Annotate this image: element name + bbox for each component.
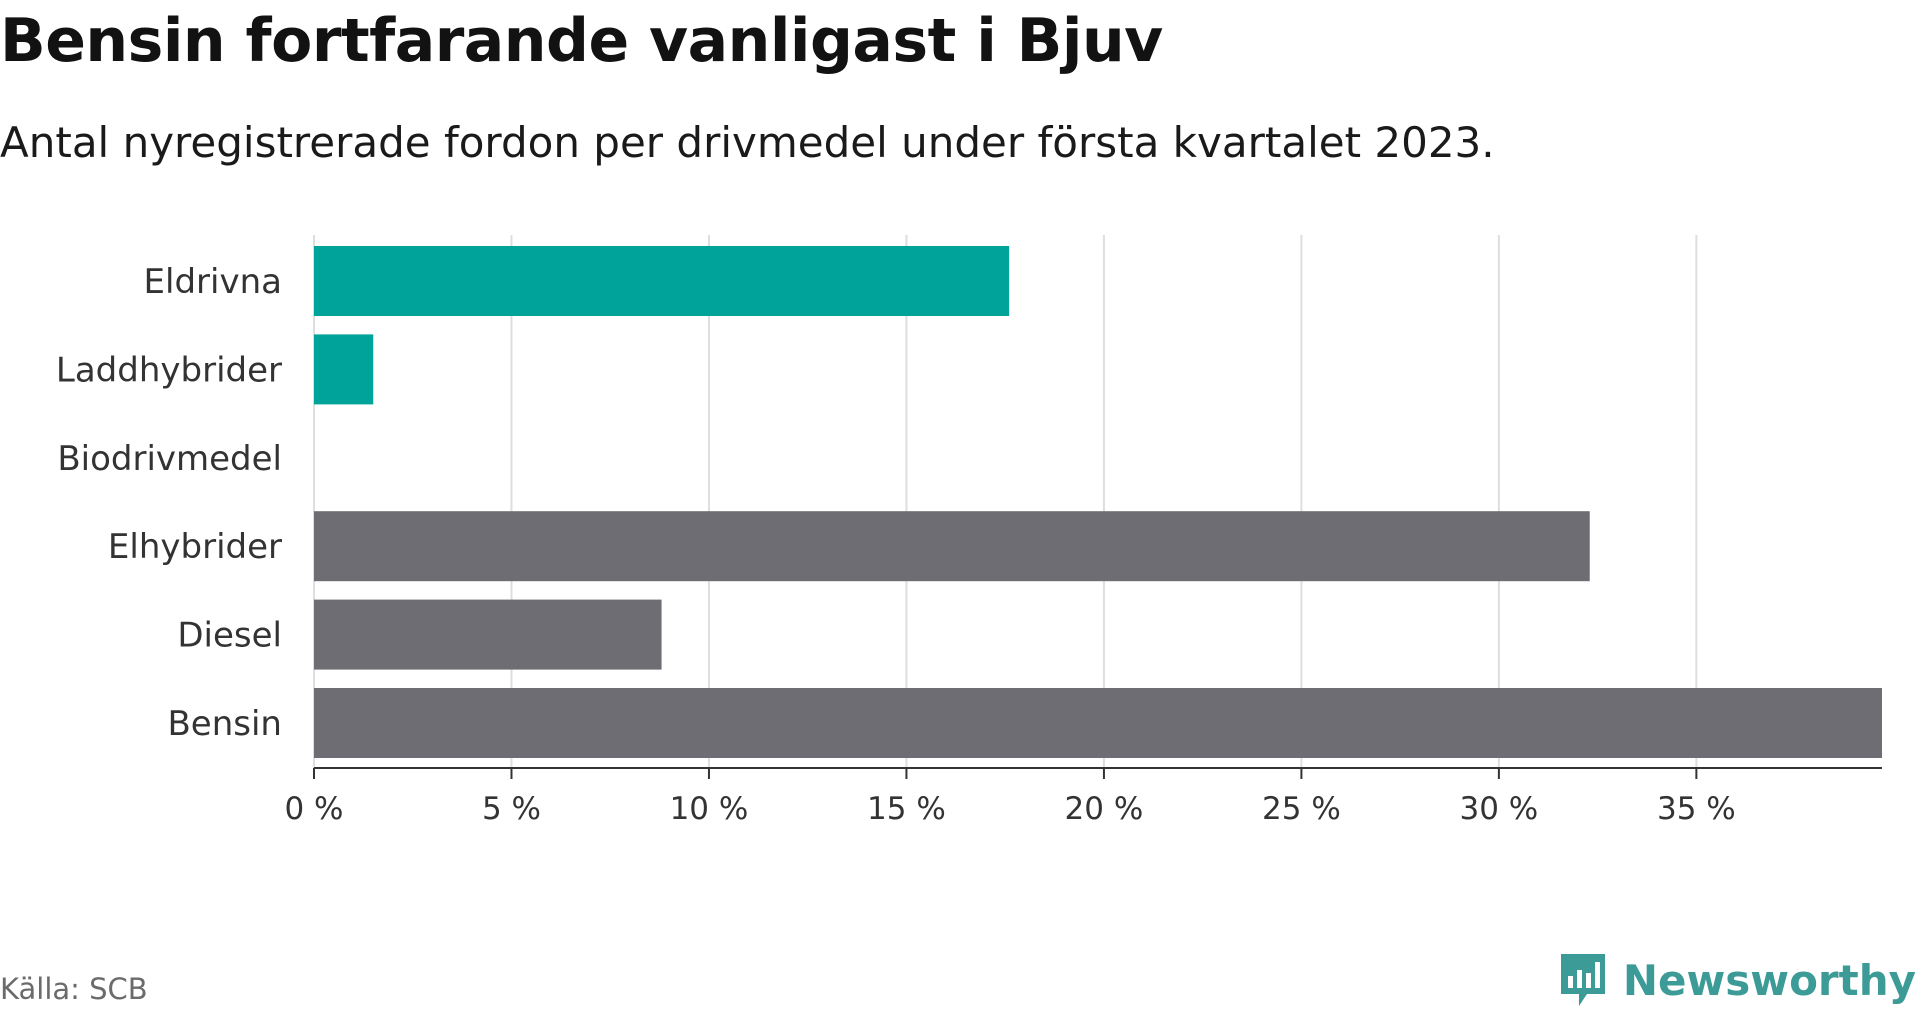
bar-chart: 0 % 5 % 10 % 15 % 20 % 25 % 30 % 35 % Eldrivna L… [56, 235, 1882, 827]
category-label: Eldrivna [144, 262, 282, 302]
x-axis: 0 % 5 % 10 % 15 % 20 % 25 % 30 % 35 % [284, 767, 1882, 827]
x-tick-label: 20 % [1065, 791, 1144, 827]
brand-name: Newsworthy [1622, 955, 1916, 1005]
bar-laddhybrider [314, 334, 374, 405]
bar-eldrivna [314, 246, 1010, 316]
newsworthy-logo-icon [1560, 954, 1605, 1006]
x-tick-label: 25 % [1262, 791, 1341, 827]
chart-subtitle: Antal nyregistrerade fordon per drivmede… [0, 118, 1495, 167]
bar-diesel [314, 599, 662, 670]
x-tick-label: 30 % [1460, 791, 1539, 827]
x-tick-label: 35 % [1657, 791, 1736, 827]
x-tick-label: 15 % [867, 791, 946, 827]
bars [314, 246, 1882, 758]
source-note: Källa: SCB [0, 972, 148, 1006]
category-label: Biodrivmedel [57, 439, 282, 479]
category-label: Laddhybrider [56, 350, 282, 390]
chart-title: Bensin fortfarande vanligast i Bjuv [0, 6, 1163, 76]
bar-elhybrider [314, 511, 1590, 582]
x-tick-label: 5 % [482, 791, 541, 827]
bar-bensin [314, 688, 1882, 758]
category-label: Elhybrider [108, 527, 282, 567]
x-tick-label: 0 % [284, 791, 343, 827]
brand-logo: Newsworthy [1557, 950, 1916, 1010]
category-labels: Eldrivna Laddhybrider Biodrivmedel Elhybrid… [56, 262, 282, 744]
category-label: Bensin [167, 704, 282, 744]
x-tick-label: 10 % [670, 791, 749, 827]
gridlines [313, 235, 1698, 768]
category-label: Diesel [177, 616, 282, 656]
